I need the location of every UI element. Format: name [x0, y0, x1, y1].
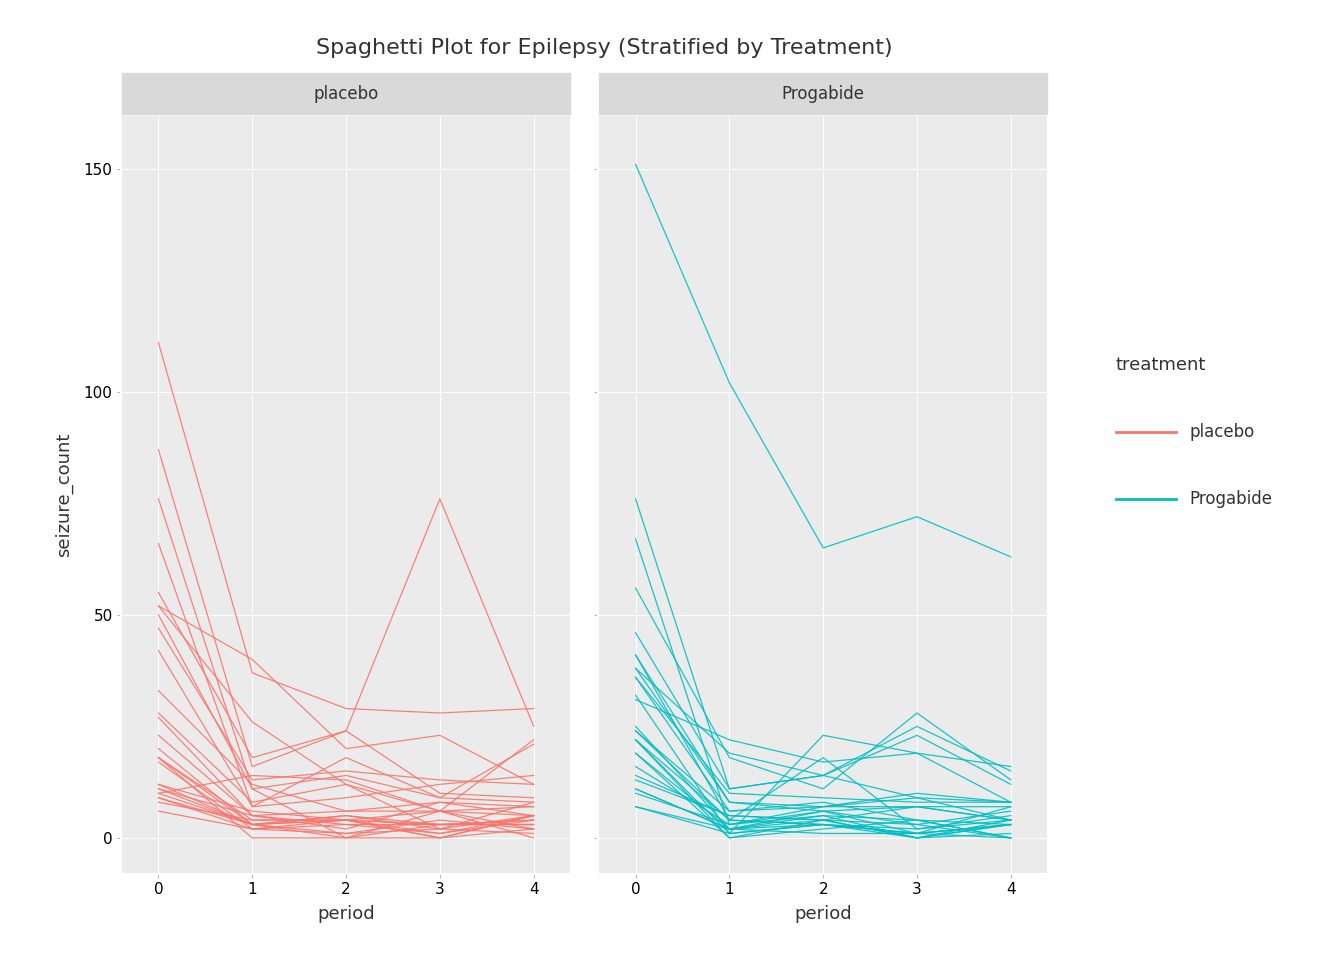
Text: placebo: placebo: [313, 84, 379, 103]
Text: Progabide: Progabide: [1189, 491, 1273, 508]
Text: treatment: treatment: [1116, 356, 1206, 373]
Text: Progabide: Progabide: [782, 84, 864, 103]
Text: placebo: placebo: [1189, 423, 1255, 441]
X-axis label: period: period: [317, 905, 375, 924]
Text: Spaghetti Plot for Epilepsy (Stratified by Treatment): Spaghetti Plot for Epilepsy (Stratified …: [316, 38, 894, 58]
X-axis label: period: period: [794, 905, 852, 924]
Y-axis label: seizure_count: seizure_count: [54, 432, 73, 557]
